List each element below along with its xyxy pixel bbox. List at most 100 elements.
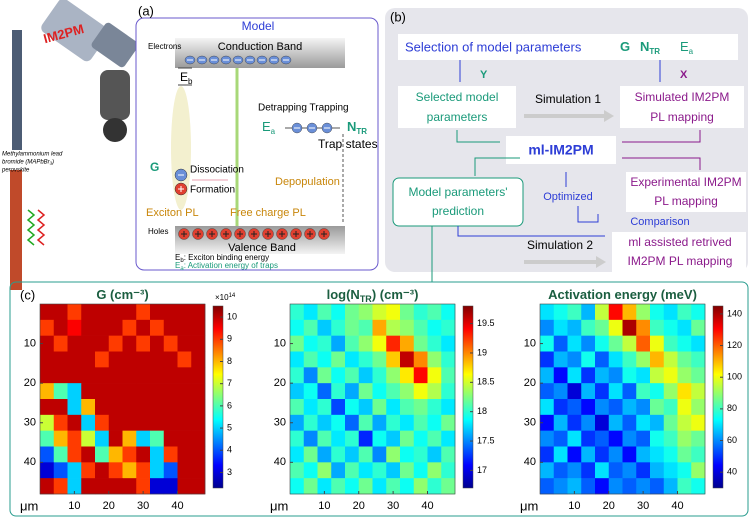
heatmap-cell (95, 447, 109, 463)
heatmap-cell (595, 320, 609, 336)
heatmap-cell (191, 415, 205, 431)
heatmap-cell (191, 320, 205, 336)
heatmap-cell (95, 415, 109, 431)
heatmap-cell (95, 383, 109, 399)
colorbar-tick-label: 3 (227, 467, 232, 477)
colorbar-tick-label: 6 (227, 400, 232, 410)
colorbar-tick-label: 17 (477, 465, 487, 475)
colorbar-tick-label: 120 (727, 340, 742, 350)
heatmap-cell (331, 447, 345, 463)
heatmap-cell (359, 320, 373, 336)
text: : Activation energy of traps (184, 261, 278, 270)
heatmap-cell (428, 304, 442, 320)
heatmap-cell (636, 431, 650, 447)
heatmap-cell (68, 352, 82, 368)
heatmap-cell (650, 462, 664, 478)
heatmap-cell (609, 462, 623, 478)
heatmap-cell (95, 462, 109, 478)
heatmap-cell (609, 304, 623, 320)
heatmap-cell (595, 336, 609, 352)
heatmap-cell (164, 399, 178, 415)
colorbar-tick-label: 8 (227, 356, 232, 366)
heatmap-cell (636, 367, 650, 383)
heatmap-cell (164, 304, 178, 320)
heatmap-cell (304, 462, 318, 478)
y-tick-label: 40 (274, 456, 286, 468)
heatmap-cell (664, 336, 678, 352)
heatmap-cell (441, 320, 455, 336)
heatmap-cell (318, 399, 332, 415)
heatmap-cell (123, 304, 137, 320)
heatmap-cell (164, 320, 178, 336)
colorbar-tick-label: 18.5 (477, 377, 495, 387)
heatmap-cell (345, 478, 359, 494)
caption: bromide (MAPbBr₃) (2, 160, 54, 166)
heatmap-cell (568, 447, 582, 463)
heatmap-cell (678, 415, 692, 431)
heatmap-cell (554, 399, 568, 415)
symbol: N (347, 119, 356, 134)
y-tick-label: 10 (524, 337, 536, 349)
heatmap-cell (554, 352, 568, 368)
heatmap-cell (95, 336, 109, 352)
heatmap-cell (109, 399, 123, 415)
heatmap-cell (191, 304, 205, 320)
heatmap-cell (636, 447, 650, 463)
heatmap-cell (623, 352, 637, 368)
heatmap-cell (400, 447, 414, 463)
caption: Methylammonium lead (2, 152, 63, 158)
heatmap-cell (123, 399, 137, 415)
heatmap-cell (81, 462, 95, 478)
heatmap-cell (150, 399, 164, 415)
heatmap-cell (373, 320, 387, 336)
flow-step: parameters (427, 110, 488, 124)
heatmap-cell (164, 447, 178, 463)
colorbar-tick-label: 140 (727, 308, 742, 318)
heatmap-cell (691, 320, 705, 336)
heatmap-cell (636, 304, 650, 320)
heatmap-cell (595, 367, 609, 383)
heatmap-cell (331, 478, 345, 494)
heatmap-cell (581, 431, 595, 447)
heatmap-cell (178, 367, 192, 383)
panel-a: (a) Model Conduction Band Electrons Eb D… (136, 3, 378, 271)
heatmap-cell (290, 352, 304, 368)
heatmap-cell (318, 431, 332, 447)
heatmap-cell (290, 383, 304, 399)
heatmap-cell (691, 462, 705, 478)
heatmap-cell (68, 399, 82, 415)
heatmap-cell (109, 367, 123, 383)
heatmap-cell (191, 478, 205, 494)
heatmap-cell (123, 383, 137, 399)
heatmap-cell (136, 447, 150, 463)
heatmap-cell (581, 304, 595, 320)
label: Holes (148, 227, 168, 236)
heatmap-cell (623, 304, 637, 320)
heatmap-cell (441, 415, 455, 431)
flow-step: Simulation 1 (535, 92, 601, 106)
heatmap-cell (554, 415, 568, 431)
heatmap-cell (441, 447, 455, 463)
heatmap-cell (373, 352, 387, 368)
colorbar-tick-label: 10 (227, 311, 237, 321)
heatmap-cell (568, 320, 582, 336)
heatmap-cell (54, 462, 68, 478)
heatmap-cell (568, 304, 582, 320)
heatmap-cell (540, 399, 554, 415)
flow-step: Selection of model parameters (405, 39, 582, 54)
heatmap-cell (95, 320, 109, 336)
x-tick-label: 20 (353, 500, 365, 512)
heatmap-cell (595, 383, 609, 399)
heatmap-cell (178, 431, 192, 447)
heatmap-cell (150, 383, 164, 399)
colorbar-tick-label: 9 (227, 334, 232, 344)
heatmap-cell (123, 320, 137, 336)
heatmap-cell (386, 399, 400, 415)
heatmap-cell (441, 383, 455, 399)
heatmap-cell (68, 336, 82, 352)
heatmap-cell (359, 431, 373, 447)
heatmap-cell (359, 304, 373, 320)
heatmap-cell (650, 320, 664, 336)
heatmap-cell (540, 320, 554, 336)
label: Formation (190, 185, 235, 196)
